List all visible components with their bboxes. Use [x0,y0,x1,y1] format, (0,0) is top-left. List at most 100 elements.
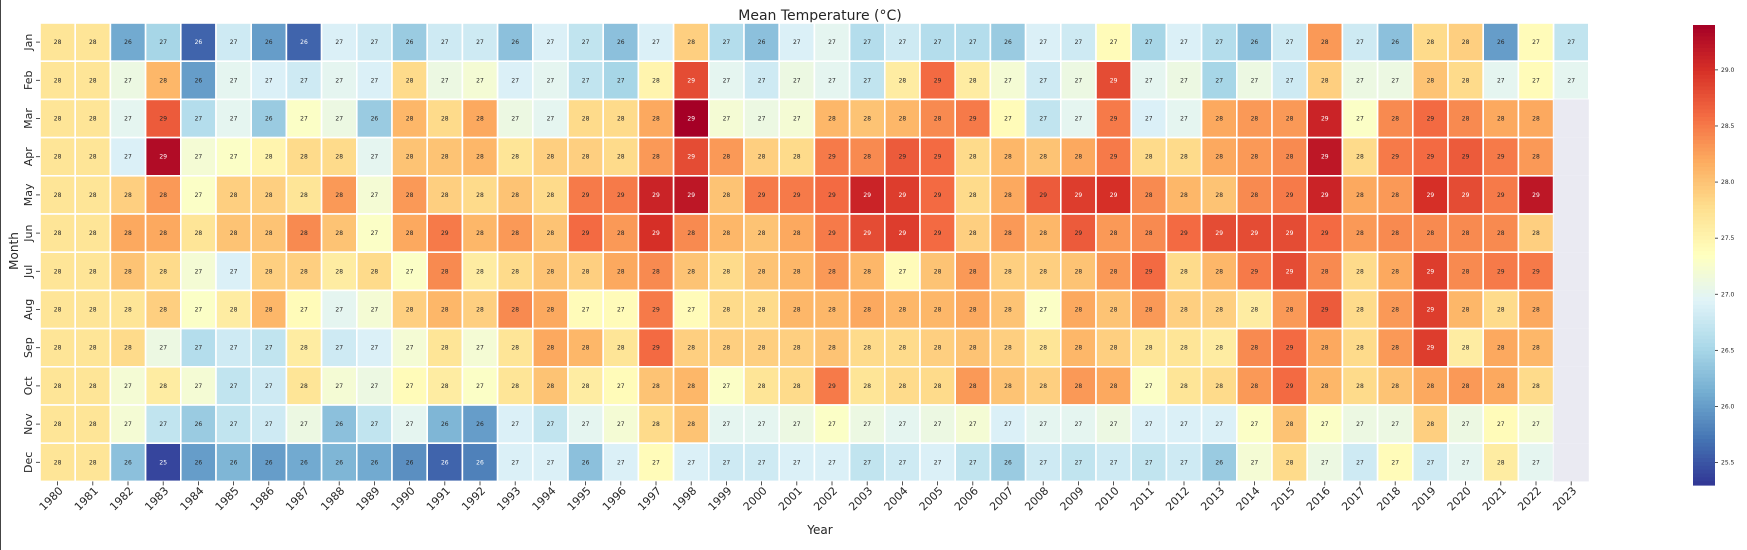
cell-value-label: 27 [1391,77,1399,84]
heatmap-cell [496,442,534,483]
cell-value-label: 28 [195,230,203,237]
cell-value-label: 29 [1286,268,1294,275]
cell-value-label: 28 [159,383,167,390]
heatmap-cell [813,213,851,254]
colorbar-segment [1693,136,1715,141]
cell-value-label: 26 [1215,459,1223,466]
heatmap-cell [109,175,147,215]
cell-value-label: 28 [969,268,977,275]
heatmap-cell [1482,289,1520,330]
cell-value-label: 29 [1391,154,1399,161]
heatmap-cell [1095,98,1133,139]
cell-value-label: 28 [1004,154,1012,161]
cell-value-label: 28 [300,345,308,352]
cell-value-label: 28 [547,154,555,161]
heatmap-cell [602,136,640,177]
cell-value-label: 28 [335,268,343,275]
cell-value-label: 28 [1039,345,1047,352]
cell-value-label: 28 [1532,345,1540,352]
heatmap-cell [320,98,358,139]
colorbar-segment [1693,113,1715,118]
cell-value-label: 28 [406,77,414,84]
cell-value-label: 28 [406,116,414,123]
cell-value-label: 28 [1462,383,1470,390]
cell-value-label: 29 [934,230,942,237]
cell-value-label: 28 [511,192,519,199]
cell-value-label: 29 [159,116,167,123]
cell-value-label: 27 [1110,39,1118,46]
heatmap-cell [250,175,288,215]
cell-value-label: 26 [230,459,238,466]
cell-value-label: 28 [371,268,379,275]
x-tick-label: 2013 [1198,484,1227,513]
colorbar-segment [1693,174,1715,179]
cell-value-label: 27 [793,459,801,466]
cell-value-label: 26 [265,39,273,46]
heatmap-cell [250,98,288,139]
colorbar-segment [1693,120,1715,126]
heatmap-cell [74,175,112,215]
colorbar-segment [1693,339,1715,344]
heatmap-cell [567,442,605,483]
cell-value-label: 28 [617,154,625,161]
cell-value-label: 26 [1497,39,1505,46]
heatmap-cell [250,136,288,177]
cell-value-label: 27 [1039,116,1047,123]
cell-value-label: 28 [300,268,308,275]
cell-value-label: 27 [124,383,132,390]
cell-value-label: 27 [863,77,871,84]
y-tick-label: Nov [22,413,35,435]
heatmap-cell [1271,98,1309,139]
colorbar-segment [1693,182,1715,187]
cell-value-label: 28 [723,307,731,314]
cell-value-label: 28 [1180,345,1188,352]
heatmap-cell [74,442,112,483]
colorbar-segment [1693,446,1715,452]
cell-value-label: 28 [969,383,977,390]
heatmap-cell [848,136,886,177]
cell-value-label: 28 [1004,383,1012,390]
cell-value-label: 28 [159,268,167,275]
cell-value-label: 26 [1391,39,1399,46]
heatmap-cell [1517,213,1555,254]
x-axis-label: Year [806,523,832,537]
cell-value-label: 28 [969,307,977,314]
cell-value-label: 28 [828,307,836,314]
cell-value-label: 27 [1251,77,1259,84]
cell-value-label: 28 [582,268,590,275]
cell-value-label: 28 [863,268,871,275]
colorbar-tick-label: 26.5 [1721,347,1735,354]
cell-value-label: 27 [1004,116,1012,123]
cell-value-label: 27 [723,383,731,390]
heatmap-cell [743,289,781,330]
heatmap-cell [1482,365,1520,406]
cell-value-label: 27 [652,459,660,466]
colorbar-segment [1693,258,1715,264]
cell-value-label: 28 [1356,154,1364,161]
heatmap-cell [954,175,992,215]
cell-value-label: 28 [1180,154,1188,161]
cell-value-label: 28 [511,230,519,237]
cell-value-label: 27 [300,116,308,123]
heatmap-cell [1024,442,1062,483]
cell-value-label: 28 [793,345,801,352]
cell-value-label: 27 [371,307,379,314]
cell-value-label: 27 [1075,459,1083,466]
cell-value-label: 29 [1427,154,1435,161]
cell-value-label: 27 [899,268,907,275]
heatmap-cell [1236,327,1273,368]
heatmap-cell [180,175,217,215]
cell-value-label: 27 [1075,77,1083,84]
colorbar-segment [1693,235,1715,241]
heatmap-cell [74,22,112,63]
colorbar-segment [1693,381,1715,386]
colorbar-segment [1693,170,1715,176]
cell-value-label: 27 [1145,383,1153,390]
x-tick-label: 1987 [283,484,312,513]
cell-value-label: 28 [1004,268,1012,275]
cell-value-label: 27 [582,307,590,314]
heatmap-cell [39,251,77,292]
heatmap-cell [496,289,534,330]
heatmap-cell [285,175,323,215]
cell-value-label: 28 [582,345,590,352]
